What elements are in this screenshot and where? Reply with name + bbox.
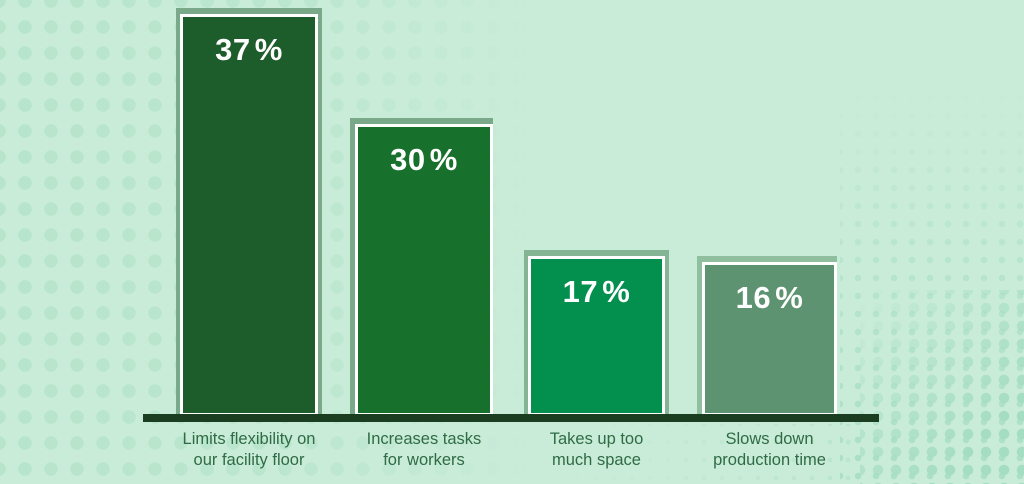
dot-pattern-bottom-right <box>860 290 1024 484</box>
bar-limits-flexibility: 37 % <box>180 14 318 416</box>
bar-slows-production: 16 % <box>702 262 837 416</box>
bar-increases-tasks: 30 % <box>355 124 493 416</box>
bar-value-label: 16 % <box>735 280 804 315</box>
bar-value-label: 37 % <box>215 32 283 67</box>
category-line-1: Slows down <box>725 430 814 448</box>
x-axis-line <box>143 414 879 422</box>
dot-pattern-right <box>840 80 1024 484</box>
category-line-2: production time <box>713 451 826 469</box>
bar-value-label: 30 % <box>390 142 458 177</box>
bar-value-label: 17 % <box>562 274 631 309</box>
bar-takes-up-space: 17 % <box>528 256 665 416</box>
bar-category-label: Slows down production time <box>660 429 880 471</box>
